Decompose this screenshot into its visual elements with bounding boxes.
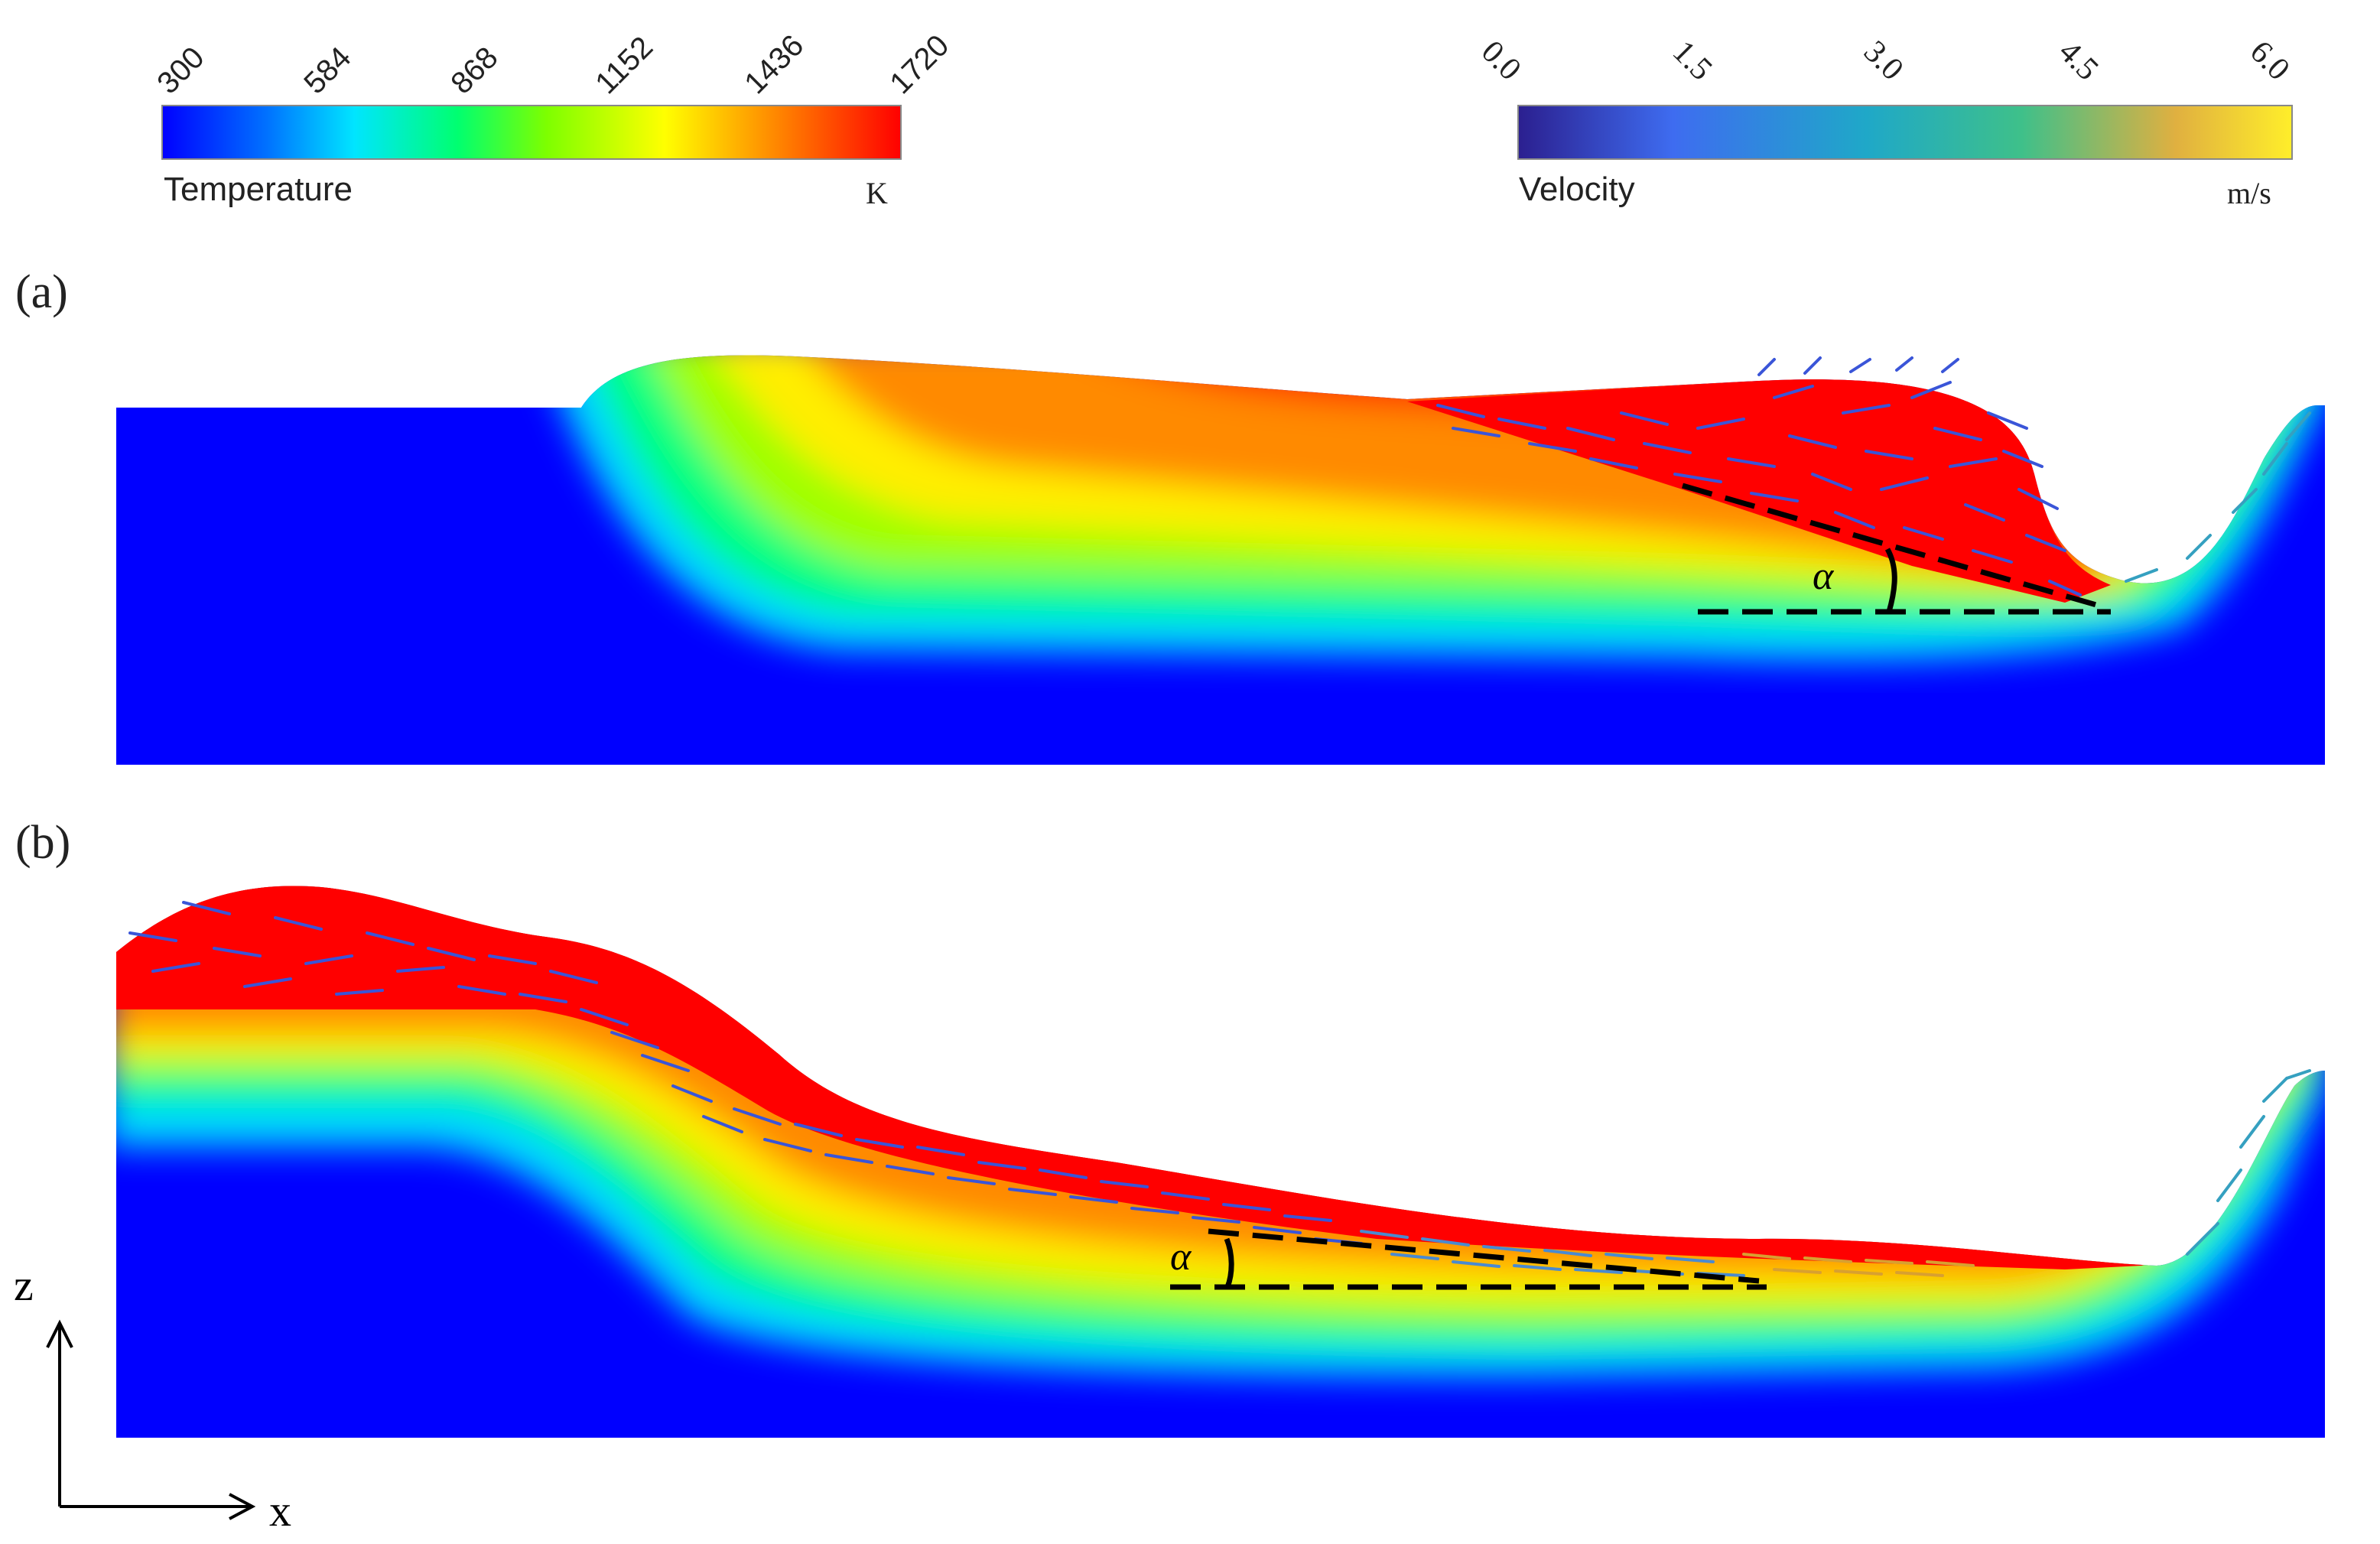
temperature-tick: 584 bbox=[298, 41, 357, 100]
temperature-legend: 300 584 868 1152 1436 1720 Temperature K bbox=[151, 28, 955, 210]
temperature-tick: 1720 bbox=[883, 28, 955, 100]
velocity-tick: 3.0 bbox=[1857, 34, 1910, 88]
temperature-label: Temperature bbox=[164, 171, 353, 208]
velocity-label: Velocity bbox=[1519, 171, 1635, 208]
panel-b-angle-guide bbox=[1170, 1228, 1767, 1290]
temperature-ticks: 300 584 868 1152 1436 1720 bbox=[151, 28, 955, 100]
axis-x-label: x bbox=[269, 1486, 291, 1536]
velocity-unit: m/s bbox=[2227, 176, 2271, 210]
panel-a-temperature-field bbox=[116, 355, 2325, 765]
temperature-colorbar bbox=[161, 105, 902, 160]
panel-a-label: (a) bbox=[15, 266, 68, 318]
temperature-tick: 1152 bbox=[589, 30, 659, 100]
velocity-ticks: 0.0 1.5 3.0 4.5 6.0 bbox=[1474, 34, 2297, 88]
temperature-tick: 300 bbox=[151, 41, 210, 100]
panel-b-angle-symbol: α bbox=[1170, 1235, 1192, 1279]
temperature-tick: 868 bbox=[444, 41, 504, 100]
axis-z-label: z bbox=[14, 1260, 34, 1310]
velocity-tick: 0.0 bbox=[1474, 34, 1528, 88]
panel-a-angle-symbol: α bbox=[1813, 554, 1835, 598]
velocity-legend: 0.0 1.5 3.0 4.5 6.0 Velocity m/s bbox=[1474, 34, 2297, 210]
axis-indicator bbox=[46, 1319, 256, 1520]
panel-a-velocity-vectors bbox=[1436, 356, 2311, 596]
panel-b-temperature-field bbox=[116, 886, 2325, 1438]
panel-b-label: (b) bbox=[15, 817, 70, 869]
velocity-tick: 1.5 bbox=[1666, 34, 1719, 88]
temperature-unit: K bbox=[866, 176, 888, 210]
velocity-colorbar bbox=[1517, 105, 2293, 160]
panel-a-angle-guide bbox=[1682, 483, 2111, 615]
temperature-tick: 1436 bbox=[738, 28, 810, 100]
panel-b-velocity-vectors bbox=[128, 901, 2311, 1277]
velocity-tick: 4.5 bbox=[2052, 34, 2105, 88]
velocity-tick: 6.0 bbox=[2243, 34, 2297, 88]
